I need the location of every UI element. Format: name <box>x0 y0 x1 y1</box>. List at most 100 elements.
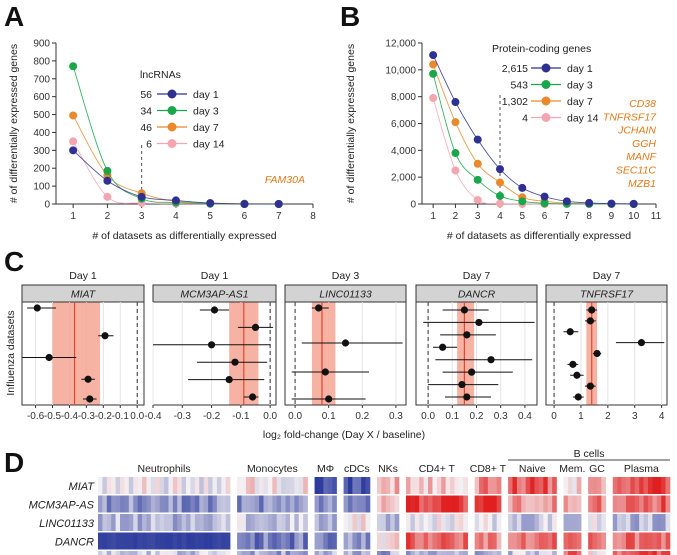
heatmap-cell <box>625 551 631 555</box>
heatmap-cell <box>155 532 160 550</box>
heatmap-cell <box>216 514 222 531</box>
y-tick-label: 10,000 <box>385 65 416 76</box>
x-tick-label: 0 <box>551 411 557 422</box>
heatmap-cell <box>596 477 602 494</box>
dataset-point <box>225 376 233 384</box>
heatmap-cell <box>172 514 178 531</box>
dataset-point <box>325 395 333 403</box>
heatmap-cell <box>643 477 649 494</box>
heatmap-cell <box>177 477 182 494</box>
heatmap-cell <box>254 477 260 494</box>
heatmap-cell <box>492 477 497 494</box>
heatmap-cell <box>601 477 607 494</box>
heatmap-cell <box>327 551 333 555</box>
heatmap-cell <box>601 532 607 550</box>
heatmap-cell <box>394 532 400 550</box>
heatmap-cell <box>327 495 333 513</box>
dataset-point <box>458 380 466 389</box>
heatmap-cell <box>164 477 169 494</box>
heatmap-cell <box>216 532 222 550</box>
heatmap-cell <box>543 477 549 494</box>
heatmap-cell <box>516 551 522 555</box>
dataset-point <box>588 306 596 314</box>
x-tick-label: 10 <box>628 211 640 222</box>
data-point <box>496 165 504 174</box>
heatmap-cell <box>352 514 358 531</box>
x-tick-label: 3 <box>475 211 481 222</box>
heatmap-cell <box>543 514 549 531</box>
heatmap-cell <box>492 532 497 550</box>
heatmap-group-label: CD4+ T <box>419 463 456 475</box>
heatmap-cell <box>365 495 371 513</box>
heatmap-cell <box>552 495 557 513</box>
series-line <box>432 54 634 205</box>
heatmap-cell <box>203 551 209 555</box>
heatmap-cell <box>259 477 264 494</box>
heatmap-cell <box>263 532 269 550</box>
heatmap-cell <box>652 514 658 531</box>
gene-annotation: JCHAIN <box>617 125 656 137</box>
heatmap-cell <box>181 551 187 555</box>
heatmap-cell <box>458 514 464 531</box>
heatmap-cell <box>381 532 387 550</box>
data-point <box>473 135 482 144</box>
heatmap-cell <box>419 514 424 531</box>
heatmap-cell <box>534 477 540 494</box>
heatmap-cell <box>98 551 103 555</box>
heatmap-cell <box>419 477 424 494</box>
heatmap-cell <box>146 495 152 513</box>
heatmap-cell <box>621 477 627 494</box>
heatmap-cell <box>423 532 429 550</box>
heatmap-cell <box>621 532 627 550</box>
heatmap-cell <box>596 532 602 550</box>
heatmap-cell <box>327 477 333 494</box>
heatmap-cell <box>428 495 433 513</box>
heatmap-cell <box>394 495 400 513</box>
legend-label: day 3 <box>193 106 219 118</box>
heatmap-cell <box>361 495 366 513</box>
dataset-point <box>574 393 582 401</box>
heatmap-cell <box>656 495 662 513</box>
heatmap-cell <box>474 495 480 513</box>
heatmap-cell <box>647 514 653 531</box>
facet-day-label: Day 1 <box>201 270 229 282</box>
heatmap-cell <box>538 514 544 531</box>
data-point <box>429 69 438 78</box>
heatmap-cell <box>634 532 640 550</box>
heatmap-cell <box>588 532 593 550</box>
data-point <box>69 111 78 120</box>
heatmap-cell <box>194 551 200 555</box>
heatmap-cell <box>576 514 582 531</box>
heatmap-cell <box>432 532 438 550</box>
heatmap-cell <box>445 477 451 494</box>
heatmap-cell <box>142 532 147 550</box>
heatmap-cell <box>343 551 349 555</box>
heatmap-cell <box>323 495 329 513</box>
heatmap-cell <box>199 532 204 550</box>
heatmap-cell <box>625 495 631 513</box>
x-tick-label: 5 <box>207 211 213 222</box>
heatmap-cell <box>621 495 627 513</box>
heatmap-cell <box>385 514 391 531</box>
heatmap-cell <box>254 551 260 555</box>
heatmap-cell <box>194 514 200 531</box>
heatmap-cell <box>661 532 666 550</box>
x-tick-label: 11 <box>651 211 662 222</box>
x-tick-label: 9 <box>609 211 615 222</box>
heatmap-cell <box>164 495 169 513</box>
x-tick-label: 6 <box>542 211 548 222</box>
heatmap-cell <box>436 477 442 494</box>
heatmap-cell <box>124 477 130 494</box>
heatmap-cell <box>294 495 300 513</box>
heatmap-cell <box>347 477 353 494</box>
data-point <box>629 199 638 208</box>
heatmap-cell <box>639 532 644 550</box>
heatmap-cell <box>245 514 251 531</box>
heatmap-cell <box>208 495 213 513</box>
heatmap-cell <box>237 477 242 494</box>
heatmap-cell <box>617 477 622 494</box>
heatmap-cell <box>563 551 569 555</box>
dataset-point <box>45 353 53 362</box>
legend-count: 56 <box>140 89 152 101</box>
heatmap-cell <box>212 477 218 494</box>
